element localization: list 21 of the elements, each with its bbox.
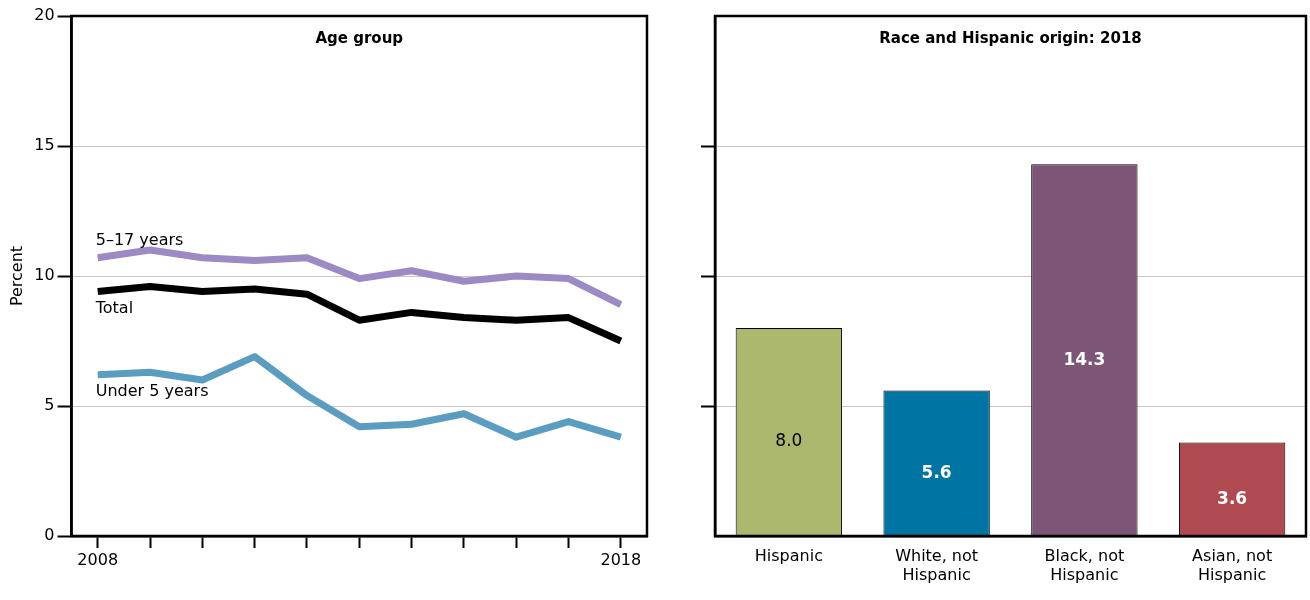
y-axis-title: Percent (6, 245, 26, 307)
series-label: 5–17 years (95, 229, 184, 249)
x-tick-label: 2018 (600, 549, 642, 569)
x-tick-label: 2008 (77, 549, 119, 569)
y-tick-label: 10 (34, 265, 55, 285)
series-label: Total (94, 297, 134, 317)
y-tick-label: 20 (34, 5, 55, 25)
data-label: 5.6 (921, 461, 952, 482)
data-label: 8.0 (775, 430, 803, 451)
y-tick-label: 15 (34, 135, 55, 155)
x-tick-label: White, not Hispanic (895, 545, 979, 584)
data-label: 14.3 (1063, 348, 1106, 369)
y-tick-label: 0 (44, 525, 55, 545)
y-tick-label: 5 (44, 395, 55, 415)
x-tick-label: Hispanic (754, 545, 823, 565)
text: Race and Hispanic origin: 2018 (879, 29, 1142, 48)
data-label: 3.6 (1217, 487, 1248, 508)
series-label: Under 5 years (95, 380, 209, 400)
text: Age group (315, 29, 404, 48)
x-tick-label: Black, not Hispanic (1044, 545, 1125, 584)
x-tick-label: Asian, not Hispanic (1192, 545, 1273, 584)
